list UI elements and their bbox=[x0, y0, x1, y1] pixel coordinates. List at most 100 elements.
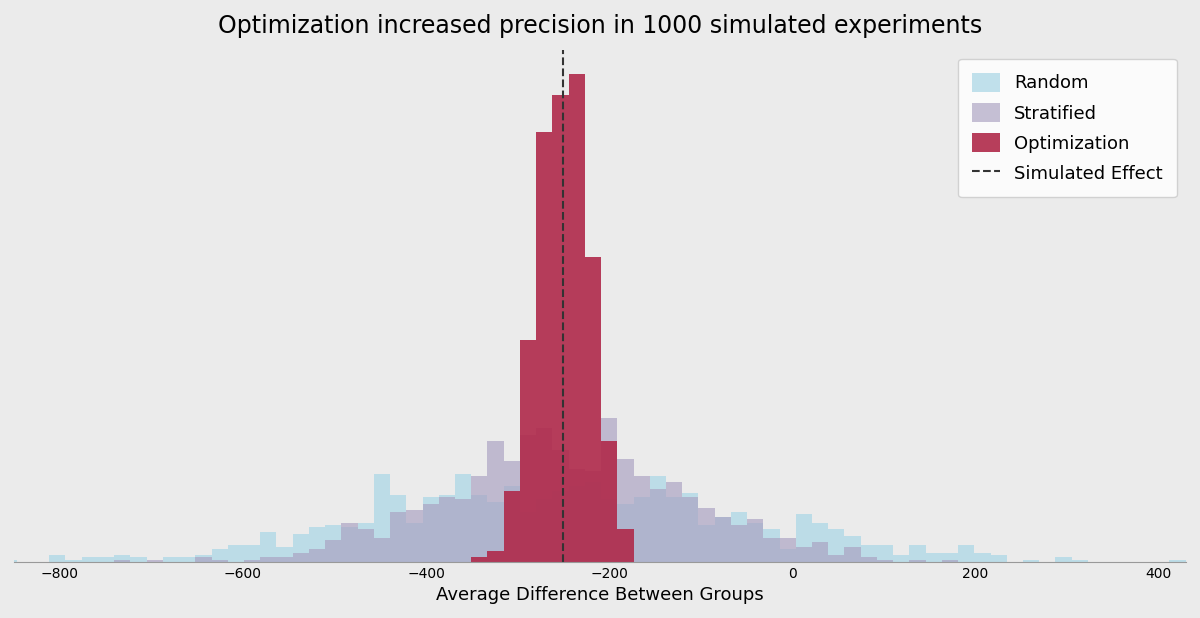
Title: Optimization increased precision in 1000 simulated experiments: Optimization increased precision in 1000… bbox=[218, 14, 982, 38]
Bar bbox=[520, 435, 536, 562]
Bar bbox=[910, 559, 925, 562]
Bar bbox=[260, 557, 276, 562]
Bar bbox=[536, 428, 552, 562]
Bar bbox=[308, 527, 325, 562]
Bar bbox=[520, 341, 536, 562]
Bar bbox=[569, 74, 584, 562]
Bar bbox=[163, 557, 179, 562]
Bar bbox=[601, 499, 617, 562]
Bar bbox=[666, 482, 682, 562]
Bar bbox=[82, 557, 98, 562]
Bar bbox=[325, 540, 341, 562]
Bar bbox=[358, 530, 374, 562]
Bar bbox=[748, 519, 763, 562]
Bar bbox=[49, 555, 66, 562]
Bar bbox=[244, 544, 260, 562]
Bar bbox=[0, 559, 17, 562]
Bar bbox=[763, 538, 780, 562]
Bar bbox=[439, 497, 455, 562]
Legend: Random, Stratified, Optimization, Simulated Effect: Random, Stratified, Optimization, Simula… bbox=[958, 59, 1177, 197]
Bar bbox=[504, 486, 520, 562]
Bar bbox=[910, 544, 925, 562]
Bar bbox=[666, 497, 682, 562]
Bar bbox=[211, 559, 228, 562]
Bar bbox=[812, 523, 828, 562]
Bar bbox=[877, 544, 893, 562]
Bar bbox=[731, 525, 748, 562]
Bar bbox=[763, 530, 780, 562]
Bar bbox=[98, 557, 114, 562]
Bar bbox=[845, 536, 860, 562]
Bar bbox=[196, 557, 211, 562]
Bar bbox=[293, 553, 308, 562]
Bar bbox=[487, 551, 504, 562]
Bar bbox=[260, 531, 276, 562]
Bar bbox=[276, 557, 293, 562]
Bar bbox=[439, 495, 455, 562]
Bar bbox=[472, 476, 487, 562]
Bar bbox=[244, 559, 260, 562]
Bar bbox=[601, 418, 617, 562]
Bar bbox=[114, 559, 131, 562]
Bar bbox=[358, 523, 374, 562]
Bar bbox=[649, 489, 666, 562]
Bar bbox=[228, 544, 244, 562]
Bar bbox=[552, 491, 569, 562]
Bar bbox=[66, 559, 82, 562]
Bar bbox=[649, 476, 666, 562]
Bar bbox=[472, 557, 487, 562]
Bar bbox=[390, 495, 407, 562]
Bar bbox=[860, 544, 877, 562]
Bar bbox=[974, 553, 990, 562]
Bar bbox=[407, 510, 422, 562]
Bar bbox=[487, 441, 504, 562]
Bar bbox=[828, 555, 845, 562]
Bar bbox=[682, 493, 698, 562]
Bar bbox=[584, 482, 601, 562]
Bar bbox=[293, 534, 308, 562]
Bar bbox=[812, 543, 828, 562]
X-axis label: Average Difference Between Groups: Average Difference Between Groups bbox=[436, 586, 764, 604]
Bar bbox=[552, 95, 569, 562]
Bar bbox=[455, 473, 472, 562]
Bar bbox=[1056, 557, 1072, 562]
Bar bbox=[487, 502, 504, 562]
Bar bbox=[276, 547, 293, 562]
Bar bbox=[698, 508, 715, 562]
Bar bbox=[390, 512, 407, 562]
Bar bbox=[422, 497, 439, 562]
Bar bbox=[942, 559, 958, 562]
Bar bbox=[325, 525, 341, 562]
Bar bbox=[925, 553, 942, 562]
Bar bbox=[958, 544, 974, 562]
Bar bbox=[131, 557, 146, 562]
Bar bbox=[828, 530, 845, 562]
Bar bbox=[504, 491, 520, 562]
Bar bbox=[146, 559, 163, 562]
Bar bbox=[634, 497, 649, 562]
Bar bbox=[796, 547, 812, 562]
Bar bbox=[1024, 559, 1039, 562]
Bar bbox=[374, 538, 390, 562]
Bar bbox=[780, 549, 796, 562]
Bar bbox=[196, 555, 211, 562]
Bar bbox=[617, 459, 634, 562]
Bar bbox=[584, 472, 601, 562]
Bar bbox=[455, 499, 472, 562]
Bar bbox=[731, 512, 748, 562]
Simulated Effect bbox=[556, 558, 570, 565]
Bar bbox=[114, 555, 131, 562]
Bar bbox=[422, 504, 439, 562]
Bar bbox=[211, 549, 228, 562]
Bar bbox=[617, 504, 634, 562]
Bar bbox=[942, 553, 958, 562]
Bar bbox=[601, 441, 617, 562]
Bar bbox=[308, 549, 325, 562]
Bar bbox=[893, 555, 910, 562]
Bar bbox=[1169, 559, 1186, 562]
Bar bbox=[617, 530, 634, 562]
Bar bbox=[682, 497, 698, 562]
Bar bbox=[520, 512, 536, 562]
Bar bbox=[407, 523, 422, 562]
Bar bbox=[552, 450, 569, 562]
